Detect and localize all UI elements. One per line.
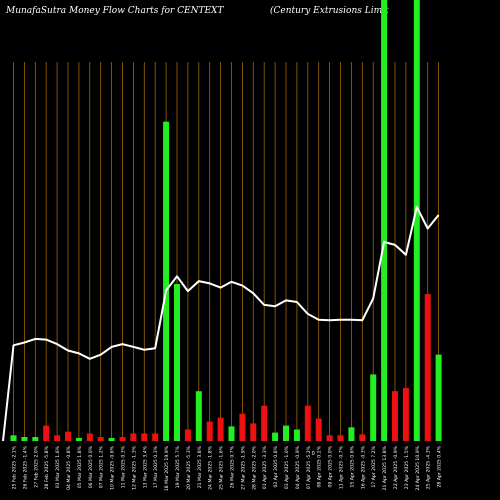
x-tick-label: 27 Mar 2025 -1.9% <box>240 445 246 490</box>
x-axis-ticks: 25 Feb 2025 -2.1% 26 Feb 2025 -1.4% 27 Feb… <box>12 445 443 491</box>
money-flow-bar <box>97 437 104 441</box>
money-flow-bar <box>435 354 442 441</box>
bar-series <box>10 0 442 441</box>
money-flow-bar <box>413 0 420 441</box>
x-tick-label: 26 Mar 2025 0.7% <box>230 445 236 488</box>
x-tick-label: 26 Feb 2025 -1.4% <box>22 445 28 489</box>
money-flow-bar <box>119 437 126 441</box>
x-tick-label: 06 Mar 2025 0.0% <box>88 445 94 488</box>
money-flow-bar <box>152 433 159 441</box>
x-tick-label: 16 Apr 2025 -0.3% <box>360 445 366 489</box>
money-flow-bar <box>424 294 431 441</box>
x-tick-label: 22 Apr 2025 -0.9% <box>393 445 399 489</box>
x-tick-label: 03 Mar 2025 1.6% <box>55 445 61 488</box>
x-tick-label: 11 Mar 2025 0.3% <box>121 445 127 488</box>
money-flow-bar <box>272 432 279 441</box>
money-flow-bar <box>239 413 246 441</box>
money-flow-bar <box>86 433 93 441</box>
x-tick-label: 27 Feb 2025 2.0% <box>33 445 39 487</box>
x-tick-label: 17 Apr 2025 7.2% <box>371 445 377 487</box>
x-tick-label: 01 Apr 2025 -3.3% <box>262 445 268 489</box>
x-tick-label: 25 Feb 2025 -2.1% <box>12 445 18 489</box>
money-flow-bar <box>163 121 170 441</box>
x-tick-label: 13 Mar 2025 3.4% <box>142 445 148 488</box>
money-flow-bar <box>206 421 213 441</box>
money-flow-bar <box>337 435 344 441</box>
money-flow-bar <box>174 284 180 441</box>
money-flow-bar <box>10 435 17 441</box>
money-flow-bar <box>283 425 289 441</box>
money-flow-bar <box>32 437 39 441</box>
money-flow-bar <box>108 437 115 441</box>
x-tick-label: 09 Apr 2025 0.0% <box>328 445 334 487</box>
x-tick-label: 28 Feb 2025 -5.8% <box>44 445 50 489</box>
money-flow-bar <box>130 433 137 441</box>
x-tick-label: 04 Apr 2025 -0.9% <box>295 445 301 489</box>
x-tick-label: 28 Apr 2025 0.4% <box>437 445 443 487</box>
x-tick-label: 05 Mar 2025 1.8% <box>77 445 83 488</box>
x-tick-label: 03 Apr 2025 -1.0% <box>284 445 290 489</box>
x-tick-label: 21 Mar 2025 3.8% <box>197 445 203 488</box>
money-flow-bar <box>43 425 50 441</box>
money-flow-bar <box>326 435 333 441</box>
money-flow-bar <box>370 374 377 441</box>
x-tick-label: 23 Apr 2025 -1.5% <box>404 445 410 489</box>
money-flow-bar <box>141 433 148 441</box>
money-flow-bar <box>293 429 300 441</box>
line-series <box>2 206 440 442</box>
money-flow-bar <box>217 417 224 441</box>
x-tick-label: 25 Mar 2025 -1.6% <box>219 445 225 490</box>
money-flow-bar <box>402 388 409 441</box>
money-flow-bar <box>359 434 366 441</box>
money-flow-bar <box>228 426 235 441</box>
money-flow-bar <box>250 423 257 441</box>
x-tick-label: 07 Mar 2025 1.2% <box>99 445 105 488</box>
x-tick-label: 08 Apr 2025 0.1% <box>317 445 323 487</box>
chart-company-name: (Century Extrusions Limit <box>270 6 389 16</box>
x-tick-label: 28 Mar 2025 -2.0% <box>251 445 257 490</box>
x-tick-label: 25 Apr 2025 -4.3% <box>426 445 432 489</box>
x-tick-label: 18 Mar 2025 19.9% <box>164 445 170 491</box>
x-tick-label: 04 Mar 2025 -0.8% <box>66 445 72 490</box>
money-flow-bar <box>54 435 61 441</box>
money-flow-bar <box>65 431 71 441</box>
x-tick-label: 24 Apr 2025 10.9% <box>415 445 421 490</box>
money-flow-line <box>2 206 440 442</box>
x-tick-label: 15 Apr 2025 0.6% <box>349 445 355 487</box>
money-flow-bar <box>21 437 28 441</box>
money-flow-bar <box>261 405 268 441</box>
money-flow-bar <box>75 437 82 441</box>
money-flow-bar <box>381 0 388 441</box>
x-axis-zero-label: 0 <box>312 451 315 457</box>
x-tick-label: 12 Mar 2025 -1.3% <box>131 445 137 490</box>
x-tick-label: 10 Mar 2025 -0.6% <box>110 445 116 490</box>
money-flow-bar <box>348 427 355 441</box>
x-tick-label: 19 Mar 2025 5.7% <box>175 445 181 488</box>
x-tick-label: 17 Mar 2025 0.3% <box>153 445 159 488</box>
x-tick-label: 02 Apr 2025 0.8% <box>273 445 279 487</box>
chart-title: MunafaSutra Money Flow Charts for CENTEX… <box>6 6 224 16</box>
x-tick-label: 07 Apr 2025 -5.2% <box>306 445 312 489</box>
money-flow-bar <box>304 405 311 441</box>
money-flow-bar <box>392 391 398 441</box>
money-flow-bar <box>195 391 202 441</box>
x-tick-label: 21 Apr 2025 13.8% <box>382 445 388 490</box>
money-flow-bar <box>184 429 191 441</box>
x-tick-label: 20 Mar 2025 -5.3% <box>186 445 192 490</box>
x-tick-label: 11 Apr 2025 -0.7% <box>339 445 345 489</box>
x-tick-label: 24 Mar 2025 -1.8% <box>208 445 214 490</box>
money-flow-bar <box>315 418 322 441</box>
